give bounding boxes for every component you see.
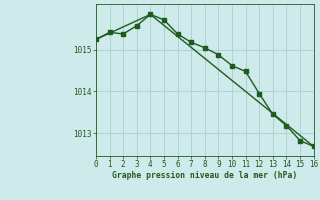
X-axis label: Graphe pression niveau de la mer (hPa): Graphe pression niveau de la mer (hPa) (112, 171, 297, 180)
